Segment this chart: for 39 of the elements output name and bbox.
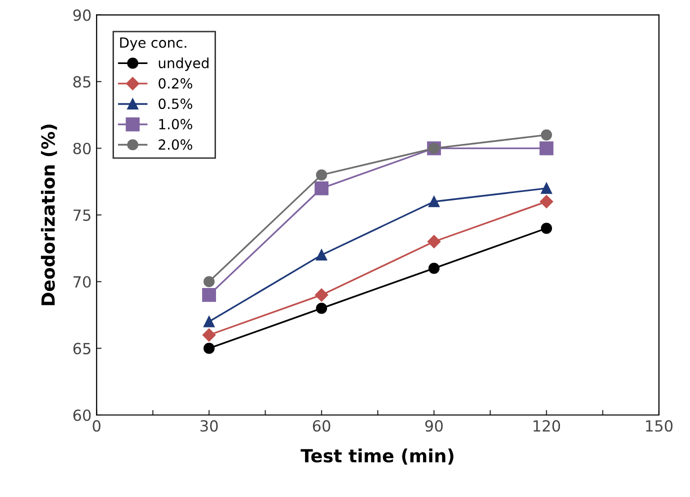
legend-label: 1.0% bbox=[159, 118, 192, 130]
point bbox=[540, 222, 552, 234]
legend-label: 0.5% bbox=[158, 98, 192, 110]
point bbox=[204, 342, 215, 354]
legend-label: 0.2% bbox=[158, 78, 192, 89]
point bbox=[314, 288, 328, 302]
x-tick-label: 60 bbox=[312, 420, 330, 432]
x-tick-label: 150 bbox=[646, 420, 673, 432]
legend-label: undyed bbox=[158, 58, 208, 71]
y-tick-label: 80 bbox=[73, 142, 91, 154]
x-tick-label: 90 bbox=[425, 420, 443, 432]
point bbox=[428, 262, 440, 274]
legend-title: Dye conc. bbox=[120, 38, 186, 51]
x-tick-label: 0 bbox=[92, 420, 100, 432]
point bbox=[314, 181, 328, 196]
x-tick-label: 30 bbox=[200, 420, 218, 432]
point bbox=[316, 302, 328, 314]
y-tick-label: 85 bbox=[73, 76, 90, 88]
point bbox=[202, 288, 216, 302]
point bbox=[540, 182, 552, 194]
x-tick-label: 120 bbox=[534, 420, 560, 432]
point bbox=[540, 129, 552, 140]
y-tick-label: 65 bbox=[73, 342, 90, 354]
y-tick-label: 90 bbox=[73, 9, 91, 21]
y-axis-title: Deodorization (%) bbox=[40, 124, 58, 306]
point bbox=[202, 328, 216, 342]
y-tick-label: 70 bbox=[74, 276, 91, 288]
point bbox=[204, 276, 215, 288]
point bbox=[204, 316, 215, 328]
point bbox=[316, 249, 328, 261]
y-tick-label: 60 bbox=[73, 409, 91, 422]
point bbox=[316, 169, 328, 180]
point bbox=[428, 196, 440, 208]
point bbox=[540, 141, 554, 156]
y-tick-label: 75 bbox=[74, 210, 90, 221]
x-axis-title: Test time (min) bbox=[300, 448, 454, 465]
point bbox=[540, 195, 554, 208]
legend-label: 2.0% bbox=[158, 139, 192, 150]
point bbox=[427, 235, 441, 248]
